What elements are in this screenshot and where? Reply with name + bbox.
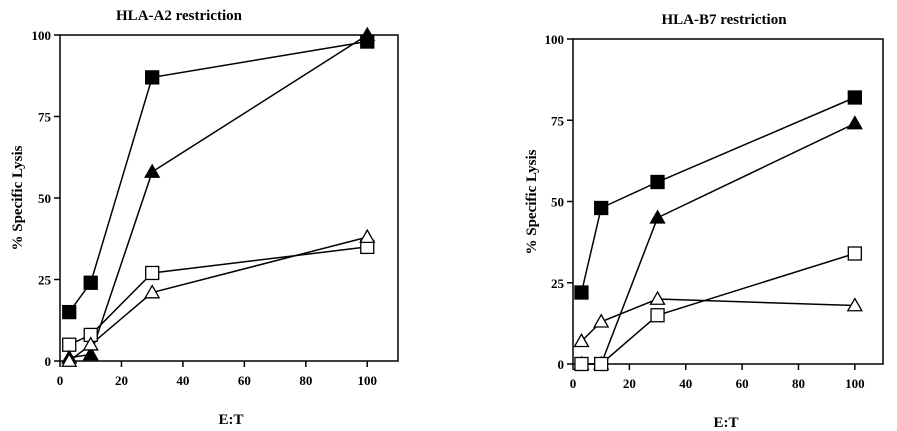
- x-tick-label: 0: [57, 373, 64, 388]
- x-tick-label: 60: [238, 373, 251, 388]
- data-point-triangle-filled: [846, 115, 863, 130]
- y-axis-label: % Specific Lysis: [10, 145, 26, 250]
- y-tick-label: 25: [551, 276, 565, 291]
- data-point-triangle-filled: [649, 209, 666, 224]
- x-axis-label: E:T: [218, 412, 243, 428]
- x-tick-label: 20: [623, 376, 636, 391]
- x-tick-label: 60: [736, 376, 749, 391]
- data-point-square-open: [62, 337, 77, 352]
- data-point-square-filled: [83, 275, 98, 290]
- series-line-square-filled: [580, 96, 856, 293]
- x-axis-label: E:T: [713, 415, 738, 431]
- plot-frame: [59, 34, 399, 362]
- data-point-square-filled: [594, 200, 609, 216]
- x-tick-label: 100: [845, 376, 865, 391]
- series-line-triangle-filled: [581, 122, 856, 365]
- data-point-square-open: [574, 356, 589, 372]
- data-point-triangle-open: [82, 336, 99, 351]
- data-point-square-filled: [847, 90, 862, 105]
- data-point-square-open: [594, 356, 609, 372]
- data-point-triangle-open: [846, 297, 863, 312]
- y-tick-label: 100: [32, 28, 52, 43]
- series-line-square-open: [581, 252, 856, 365]
- x-tick-label: 20: [115, 373, 128, 388]
- data-point-square-open: [145, 265, 160, 281]
- data-point-triangle-open: [61, 352, 78, 367]
- y-tick-label: 75: [38, 110, 52, 125]
- data-point-square-filled: [650, 174, 665, 190]
- data-point-square-filled: [145, 70, 160, 85]
- data-point-triangle-open: [359, 228, 376, 244]
- y-tick-label: 75: [551, 113, 565, 128]
- data-point-square-filled: [62, 304, 77, 320]
- chart-panel-hla-a2: HLA-A2 restriction E:T % Specific Lysis …: [10, 8, 399, 428]
- y-tick-label: 50: [38, 191, 51, 206]
- chart-title: HLA-A2 restriction: [116, 8, 243, 24]
- chart-title: HLA-B7 restriction: [661, 12, 787, 28]
- data-point-square-filled: [574, 285, 589, 300]
- y-tick-label: 25: [38, 273, 52, 288]
- x-tick-label: 80: [299, 373, 312, 388]
- data-point-triangle-open: [593, 313, 610, 328]
- y-tick-label: 50: [551, 195, 564, 210]
- x-tick-label: 40: [679, 376, 692, 391]
- data-point-triangle-open: [144, 284, 161, 299]
- series-line-triangle-open: [68, 236, 368, 362]
- y-tick-label: 0: [45, 354, 52, 369]
- series-line-square-open: [68, 246, 368, 346]
- y-tick-label: 100: [545, 32, 565, 47]
- data-point-triangle-open: [573, 332, 590, 348]
- x-tick-label: 100: [358, 373, 378, 388]
- x-tick-label: 0: [570, 376, 577, 391]
- y-axis-label: % Specific Lysis: [524, 149, 540, 254]
- data-point-square-open: [650, 308, 665, 323]
- data-point-triangle-filled: [359, 26, 376, 41]
- data-point-triangle-filled: [144, 163, 161, 178]
- data-point-triangle-filled: [82, 346, 99, 361]
- data-point-square-open: [847, 246, 862, 261]
- series-line-triangle-open: [580, 298, 855, 342]
- data-point-triangle-open: [649, 290, 666, 305]
- y-tick-label: 0: [558, 357, 565, 372]
- series-line-triangle-filled: [69, 34, 368, 359]
- x-tick-label: 80: [792, 376, 805, 391]
- series-line-square-filled: [68, 40, 368, 313]
- x-tick-label: 40: [176, 373, 189, 388]
- chart-panel-hla-b7: HLA-B7 restriction E:T % Specific Lysis …: [524, 12, 884, 431]
